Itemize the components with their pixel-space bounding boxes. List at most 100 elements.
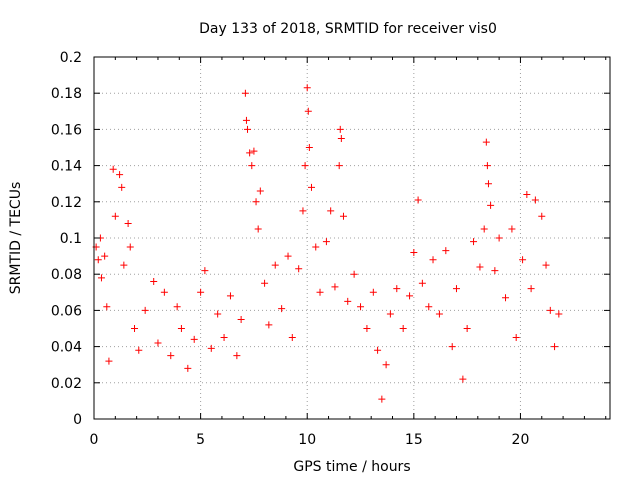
data-point (393, 285, 401, 293)
data-point (305, 144, 313, 151)
data-point (429, 256, 437, 264)
x-axis-label: GPS time / hours (293, 459, 410, 475)
data-point (103, 303, 111, 311)
data-point (303, 84, 311, 92)
data-point (538, 212, 546, 220)
data-point (523, 191, 531, 199)
data-point (418, 279, 426, 287)
data-point (254, 225, 262, 233)
data-point (344, 297, 352, 305)
data-point (237, 315, 245, 323)
data-point (150, 277, 158, 285)
data-point (448, 343, 456, 351)
data-point (141, 306, 149, 314)
data-point (109, 165, 117, 173)
y-tick-label: 0.1 (60, 231, 82, 247)
y-tick-label: 0.08 (51, 267, 82, 283)
data-point (335, 162, 343, 170)
data-point (378, 395, 386, 403)
data-point (295, 265, 303, 273)
y-tick-label: 0.06 (51, 303, 82, 319)
y-tick-label: 0.02 (51, 376, 82, 392)
data-point (542, 261, 550, 269)
data-point (301, 162, 309, 170)
data-point (101, 252, 109, 260)
data-point (97, 274, 105, 282)
y-tick-label: 0 (73, 412, 82, 428)
data-point (452, 285, 460, 293)
ticks-layer (93, 56, 610, 420)
data-point (131, 325, 139, 332)
data-point (154, 339, 162, 347)
data-point (250, 147, 258, 155)
points-layer (92, 84, 563, 403)
data-point (304, 107, 312, 115)
data-point (331, 283, 339, 291)
data-point (135, 346, 143, 354)
grid-layer (94, 57, 610, 419)
data-point (399, 325, 407, 332)
data-point (307, 183, 315, 191)
data-point (414, 196, 422, 204)
data-point (126, 243, 134, 251)
data-point (406, 292, 414, 300)
data-point (226, 292, 234, 300)
data-point (337, 134, 345, 142)
data-point (177, 325, 185, 332)
data-point (508, 225, 516, 233)
data-point (551, 343, 559, 351)
data-point (288, 334, 296, 342)
data-point (546, 306, 554, 314)
chart-title: Day 133 of 2018, SRMTID for receiver vis… (199, 21, 497, 37)
data-point (190, 335, 198, 343)
data-point (252, 198, 260, 206)
x-tick-label: 5 (196, 432, 205, 448)
data-point (278, 305, 286, 313)
data-point (386, 310, 394, 318)
data-point (94, 256, 102, 264)
y-axis-label: SRMTID / TECUs (8, 182, 24, 295)
data-point (410, 248, 418, 256)
data-point (261, 279, 269, 287)
data-point (233, 352, 241, 360)
data-point (357, 303, 365, 311)
y-tick-label: 0.12 (51, 195, 82, 211)
y-tick-label: 0.2 (60, 50, 82, 66)
data-point (173, 303, 181, 311)
data-point (184, 364, 192, 372)
data-point (374, 346, 382, 354)
data-point (425, 303, 433, 311)
data-point (336, 125, 344, 133)
data-point (265, 321, 273, 329)
data-point (241, 89, 249, 97)
data-point (167, 352, 175, 360)
data-point (207, 344, 215, 352)
data-point (299, 207, 307, 215)
data-point (214, 310, 222, 318)
data-point (482, 138, 490, 146)
data-point (220, 334, 228, 342)
data-point (512, 334, 520, 342)
data-point (111, 212, 119, 220)
data-point (160, 288, 168, 296)
data-point (201, 267, 209, 275)
data-point (124, 220, 132, 228)
x-tick-label: 15 (405, 432, 423, 448)
data-point (271, 261, 279, 269)
data-point (120, 261, 128, 269)
labels-layer: 0 0.02 0.04 0.06 0.08 0.1 0.12 0.14 0.16 0.18 0.2 0… (51, 50, 530, 448)
data-point (363, 325, 371, 332)
data-point (519, 256, 527, 264)
data-point (197, 288, 205, 296)
data-point (470, 238, 478, 246)
data-point (327, 207, 335, 215)
data-point (382, 361, 390, 369)
data-point (531, 196, 539, 204)
data-point (476, 263, 484, 271)
y-tick-label: 0.14 (51, 159, 82, 175)
data-point (256, 187, 264, 195)
data-point (480, 225, 488, 233)
data-point (555, 310, 563, 318)
plot-frame (93, 56, 611, 420)
data-point (118, 183, 126, 191)
